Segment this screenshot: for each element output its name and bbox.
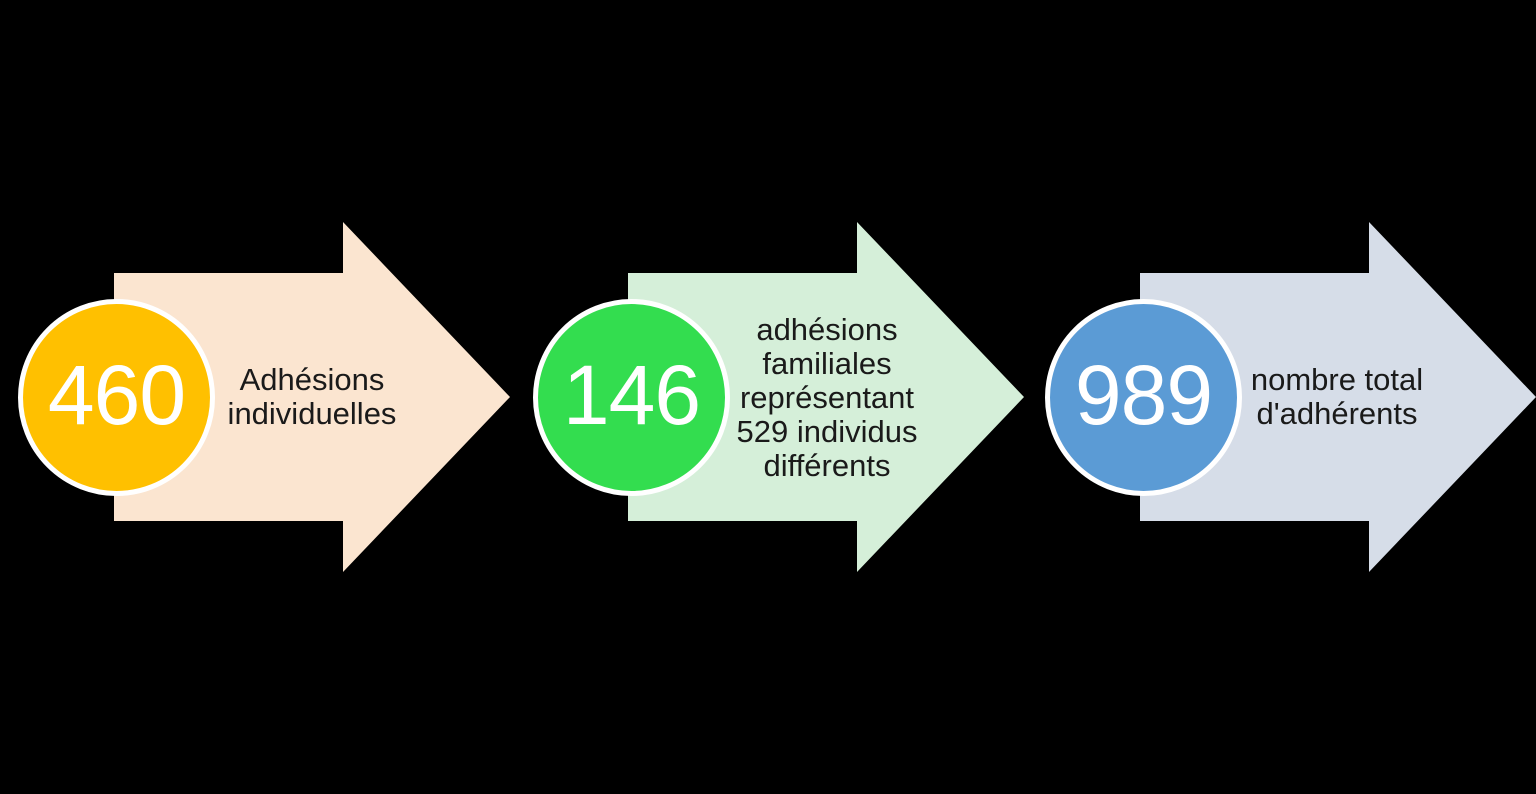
circle-badge-individual: 460 (18, 299, 215, 496)
value-individual: 460 (47, 347, 186, 442)
label-individual: Adhésions individuelles (227, 361, 397, 431)
value-total: 989 (1074, 347, 1213, 442)
value-family: 146 (562, 347, 701, 442)
label-family: adhésions familiales représentant 529 in… (736, 311, 918, 484)
circle-badge-family: 146 (533, 299, 730, 496)
label-total: nombre total d'adhérents (1250, 361, 1424, 431)
circle-badge-total: 989 (1045, 299, 1242, 496)
